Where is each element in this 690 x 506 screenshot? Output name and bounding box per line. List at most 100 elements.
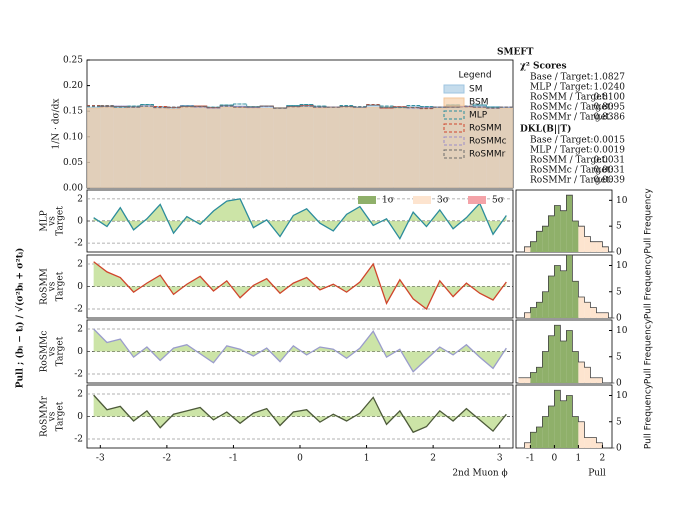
y-axis-label: vs — [48, 281, 58, 292]
legend-swatch — [413, 196, 431, 204]
hist-outline — [518, 194, 615, 253]
hist-bar — [206, 108, 221, 188]
hist-bar — [313, 108, 327, 188]
hist-bar — [554, 205, 561, 252]
hist-bar — [578, 421, 585, 448]
hist-bar — [530, 307, 537, 318]
legend-swatch — [443, 84, 465, 94]
hist-bar — [548, 276, 555, 318]
y-axis-label: Pull Frequency — [644, 253, 654, 319]
score-value: 1.0827 — [594, 73, 626, 83]
hist-bar — [530, 372, 537, 383]
scores-heading: DKL(B||T) — [520, 124, 571, 135]
hist-bar — [339, 107, 354, 188]
x-axis-label: 2nd Muon ϕ — [452, 469, 507, 479]
x-tick-label: -1 — [526, 454, 535, 464]
y-tick-label: 5 — [616, 417, 622, 427]
y-tick-label: 5 — [616, 287, 622, 297]
hist-bar — [596, 312, 603, 318]
hist-bar — [560, 210, 567, 252]
y-axis-label: vs — [48, 346, 58, 357]
pull-line — [93, 261, 507, 311]
y-tick-label: 0 — [616, 248, 622, 258]
y-tick-label: 10 — [616, 326, 628, 336]
score-label: RoSMM / Target: — [530, 93, 608, 103]
x-tick-label: -1 — [229, 454, 238, 464]
y-axis-label: vs — [48, 411, 58, 422]
hist-bar — [530, 432, 537, 448]
hist-bar — [486, 107, 500, 188]
score-value: 0.0039 — [594, 176, 626, 186]
hist-bar — [542, 351, 549, 383]
hist-bar — [300, 107, 314, 188]
x-tick-label: 0 — [552, 454, 558, 464]
y-axis-label: RoSMMr — [40, 395, 50, 437]
hist-bar — [572, 416, 579, 448]
hist-bar — [596, 241, 603, 252]
hist-bar — [560, 341, 567, 383]
hist-bar — [572, 281, 579, 318]
hist-bar — [536, 302, 543, 318]
hist-bar — [459, 107, 474, 188]
score-label: RoSMMr / Target: — [530, 176, 613, 186]
hist-bar — [554, 390, 561, 448]
y-tick-label: 10 — [616, 196, 628, 206]
y-tick-label: 5 — [616, 352, 622, 362]
x-tick-label: 0 — [297, 454, 303, 464]
score-value: 0.8100 — [594, 93, 626, 103]
hist-bar — [473, 108, 487, 188]
score-value: 0.0031 — [594, 156, 626, 166]
y-tick-label: 0 — [616, 314, 622, 324]
hist-bar — [596, 442, 603, 448]
hist-outline — [87, 106, 513, 110]
y-tick-label: 10 — [616, 261, 628, 271]
hist-bar — [273, 107, 287, 188]
y-tick-label: 0.10 — [63, 132, 83, 142]
pull-area — [93, 198, 507, 239]
legend-swatch — [443, 110, 465, 120]
hist-bar — [554, 265, 561, 318]
hist-bar — [584, 236, 591, 252]
hist-bar — [446, 107, 460, 188]
y-tick-label: 0.15 — [63, 107, 83, 117]
y-tick-label: 2 — [77, 325, 83, 335]
y-tick-label: 0 — [77, 217, 83, 227]
y-axis-label: Target — [56, 401, 66, 431]
hist-bar — [590, 307, 597, 318]
y-tick-label: 10 — [616, 391, 628, 401]
score-value: 1.0240 — [594, 83, 626, 93]
hist-bar — [536, 427, 543, 448]
hist-bar — [530, 241, 537, 252]
x-tick-label: 2 — [600, 454, 606, 464]
hist-bar — [590, 377, 597, 383]
hist-bar — [566, 255, 573, 318]
score-label: Base / Target: — [530, 73, 593, 83]
hist-bar — [233, 107, 247, 188]
hist-bar — [566, 195, 573, 252]
hist-bar — [560, 400, 567, 448]
hist-bar — [140, 107, 154, 188]
y-axis-label: Pull Frequency — [644, 383, 654, 449]
legend-label: BSM — [469, 98, 489, 108]
y-axis-label: 1/N · dσ/dx — [52, 99, 62, 150]
hist-bar — [572, 351, 579, 383]
y-tick-label: -2 — [74, 435, 83, 445]
hist-bar — [578, 297, 585, 318]
pull-line — [93, 198, 507, 241]
hist-bar — [542, 291, 549, 318]
legend-label: RoSMMc — [469, 137, 507, 147]
hist-bar — [406, 107, 420, 188]
x-tick-label: 2 — [430, 454, 436, 464]
legend-label: MLP — [469, 111, 488, 121]
legend-label: 5σ — [492, 196, 504, 206]
x-tick-label: 1 — [576, 454, 582, 464]
x-tick-label: 3 — [497, 454, 503, 464]
hist-bar — [524, 246, 531, 252]
pull-line — [93, 328, 507, 373]
y-tick-label: 2 — [77, 390, 83, 400]
hist-bar — [548, 335, 555, 383]
hist-bar — [548, 215, 555, 252]
hist-bar — [542, 416, 549, 448]
score-value: 0.0015 — [594, 136, 626, 146]
